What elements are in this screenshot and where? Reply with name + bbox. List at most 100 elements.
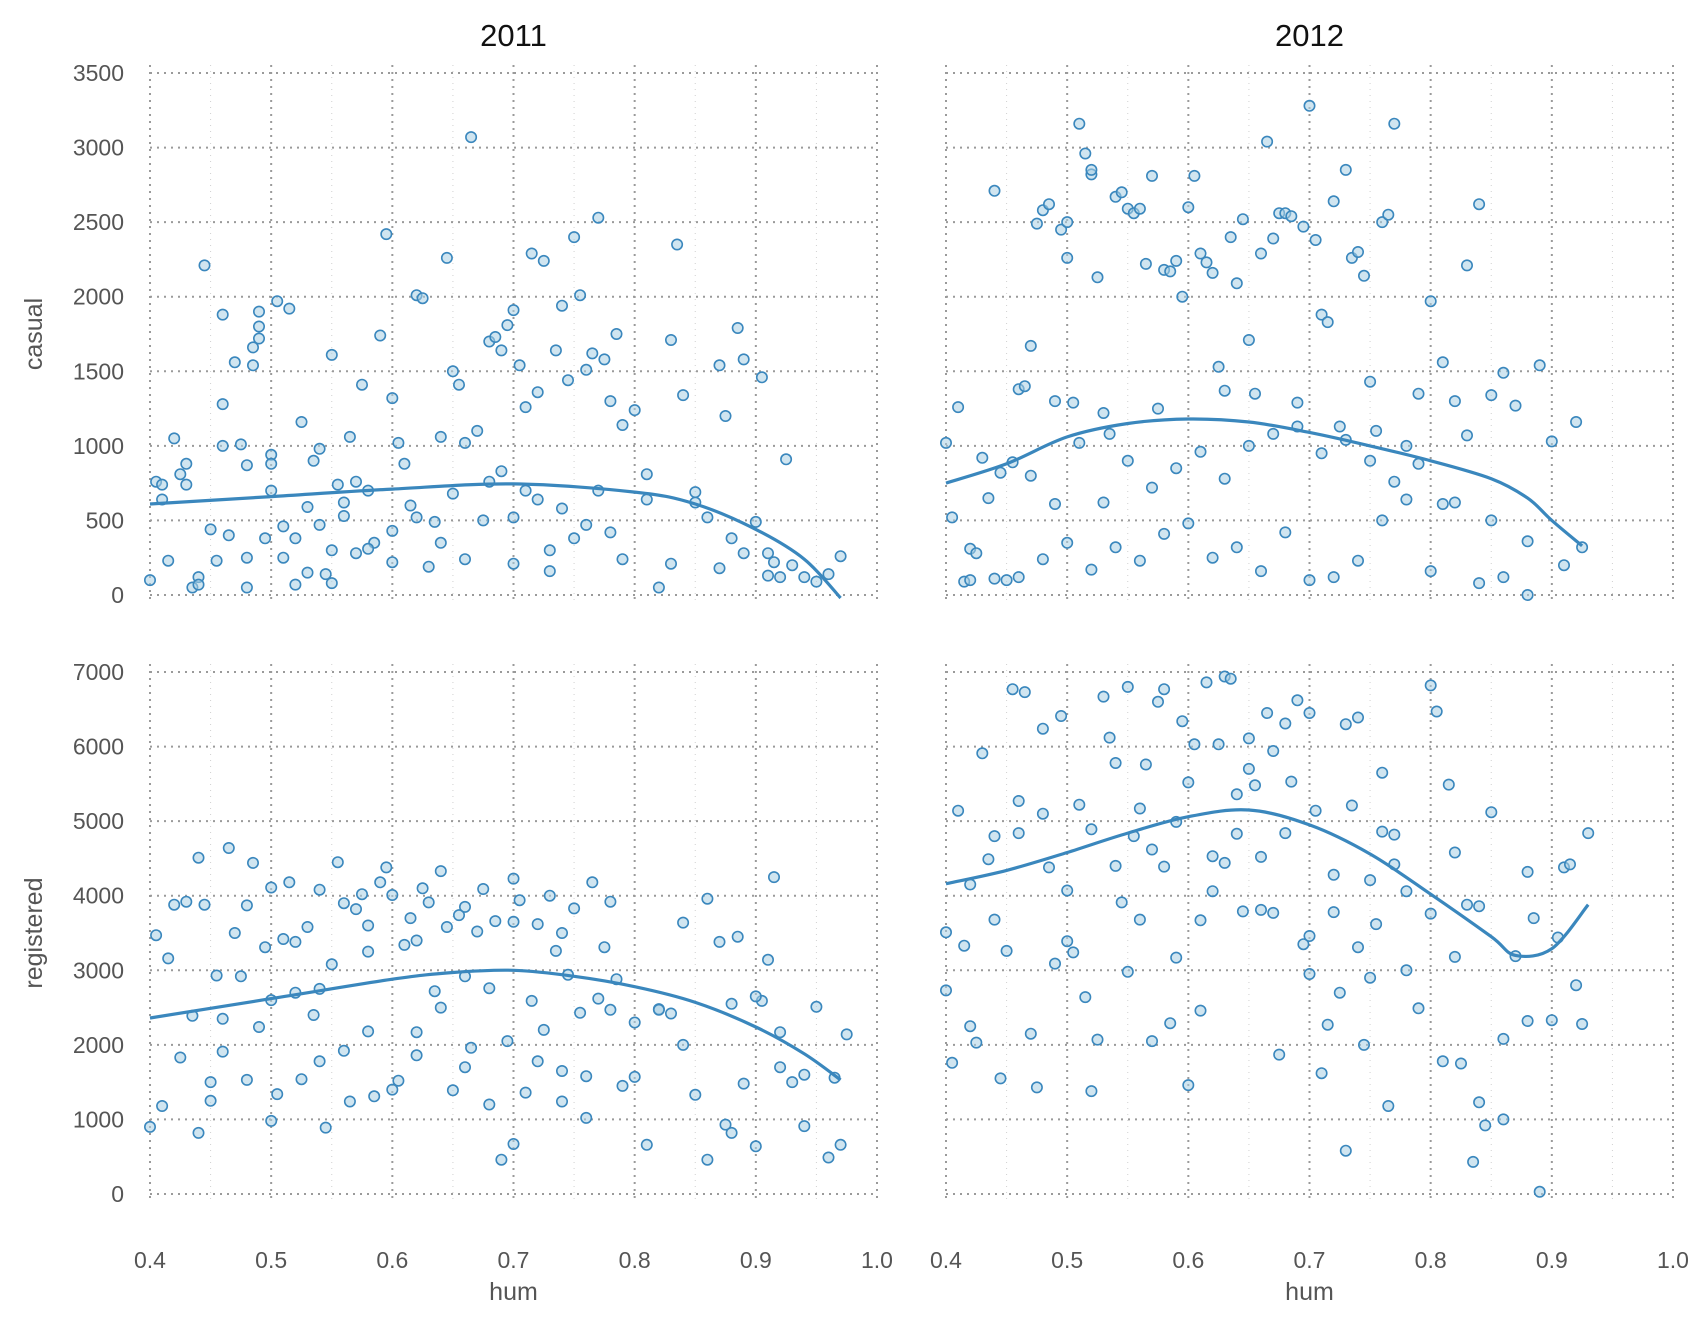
x-axis-label: hum: [489, 1278, 538, 1306]
data-point: [1485, 806, 1498, 819]
data-point: [428, 985, 441, 998]
data-point: [374, 876, 387, 889]
data-point: [1146, 1035, 1159, 1048]
data-point: [1400, 493, 1413, 506]
data-point: [701, 892, 714, 905]
data-point: [725, 532, 738, 545]
data-point: [259, 532, 272, 545]
data-point: [386, 888, 399, 901]
x-tick-label: 0.9: [1536, 1247, 1568, 1273]
data-point: [368, 1090, 381, 1103]
data-point: [1000, 574, 1013, 587]
data-point: [1345, 799, 1358, 812]
data-point: [640, 1138, 653, 1151]
data-point: [222, 841, 235, 854]
data-point: [946, 1056, 959, 1069]
data-point: [1279, 717, 1292, 730]
data-point: [822, 1151, 835, 1164]
data-point: [531, 493, 544, 506]
data-point: [228, 926, 241, 939]
data-point: [1121, 454, 1134, 467]
data-point: [988, 572, 1001, 585]
y-tick-label: 3000: [73, 135, 124, 161]
data-point: [1206, 551, 1219, 564]
data-point: [1164, 1017, 1177, 1030]
data-point: [1194, 445, 1207, 458]
data-point: [580, 1111, 593, 1124]
data-point: [1242, 439, 1255, 452]
data-point: [1224, 672, 1237, 685]
data-point: [1255, 903, 1268, 916]
y-tick-label: 500: [86, 507, 124, 533]
data-point: [549, 944, 562, 957]
data-point: [1473, 1096, 1486, 1109]
data-point: [1285, 210, 1298, 223]
data-point: [988, 830, 1001, 843]
data-point: [1115, 896, 1128, 909]
data-point: [416, 292, 429, 305]
data-point: [994, 466, 1007, 479]
data-point: [204, 1094, 217, 1107]
data-point: [664, 333, 677, 346]
data-point: [277, 932, 290, 945]
x-tick-label: 0.4: [134, 1247, 166, 1273]
data-point: [1370, 918, 1383, 931]
data-point: [946, 511, 959, 524]
data-point: [1267, 744, 1280, 757]
data-point: [1545, 1014, 1558, 1027]
data-point: [1036, 722, 1049, 735]
data-point: [604, 1003, 617, 1016]
data-point: [1358, 1038, 1371, 1051]
x-tick-label: 0.7: [498, 1247, 530, 1273]
data-point: [386, 392, 399, 405]
data-point: [404, 499, 417, 512]
data-point: [1527, 912, 1540, 925]
data-point: [568, 532, 581, 545]
data-point: [253, 1020, 266, 1033]
data-point: [1139, 758, 1152, 771]
data-point: [216, 439, 229, 452]
data-point: [313, 518, 326, 531]
data-point: [1236, 905, 1249, 918]
data-point: [283, 876, 296, 889]
data-point: [1097, 690, 1110, 703]
data-point: [1030, 1081, 1043, 1094]
data-point: [774, 1061, 787, 1074]
data-point: [1230, 788, 1243, 801]
data-point: [404, 912, 417, 925]
data-point: [507, 304, 520, 317]
data-point: [1218, 472, 1231, 485]
data-point: [543, 544, 556, 557]
data-point: [1352, 554, 1365, 567]
data-point: [1109, 541, 1122, 554]
data-point: [410, 1049, 423, 1062]
data-point: [970, 1036, 983, 1049]
data-point: [1000, 944, 1013, 957]
data-point: [1364, 874, 1377, 887]
data-point: [271, 295, 284, 308]
data-point: [1303, 574, 1316, 587]
data-point: [598, 941, 611, 954]
data-point: [1285, 775, 1298, 788]
data-point: [640, 468, 653, 481]
data-point: [168, 898, 181, 911]
data-point: [964, 1020, 977, 1033]
data-point: [1091, 271, 1104, 284]
data-point: [174, 468, 187, 481]
data-point: [964, 574, 977, 587]
data-point: [1109, 859, 1122, 872]
data-point: [1382, 208, 1395, 221]
data-point: [1461, 898, 1474, 911]
data-point: [1073, 117, 1086, 130]
data-point: [1146, 481, 1159, 494]
data-point: [265, 881, 278, 894]
data-point: [337, 1044, 350, 1057]
data-point: [604, 895, 617, 908]
data-point: [452, 909, 465, 922]
trend-line: [149, 968, 842, 1082]
data-point: [307, 1008, 320, 1021]
data-point: [362, 945, 375, 958]
data-point: [1073, 798, 1086, 811]
